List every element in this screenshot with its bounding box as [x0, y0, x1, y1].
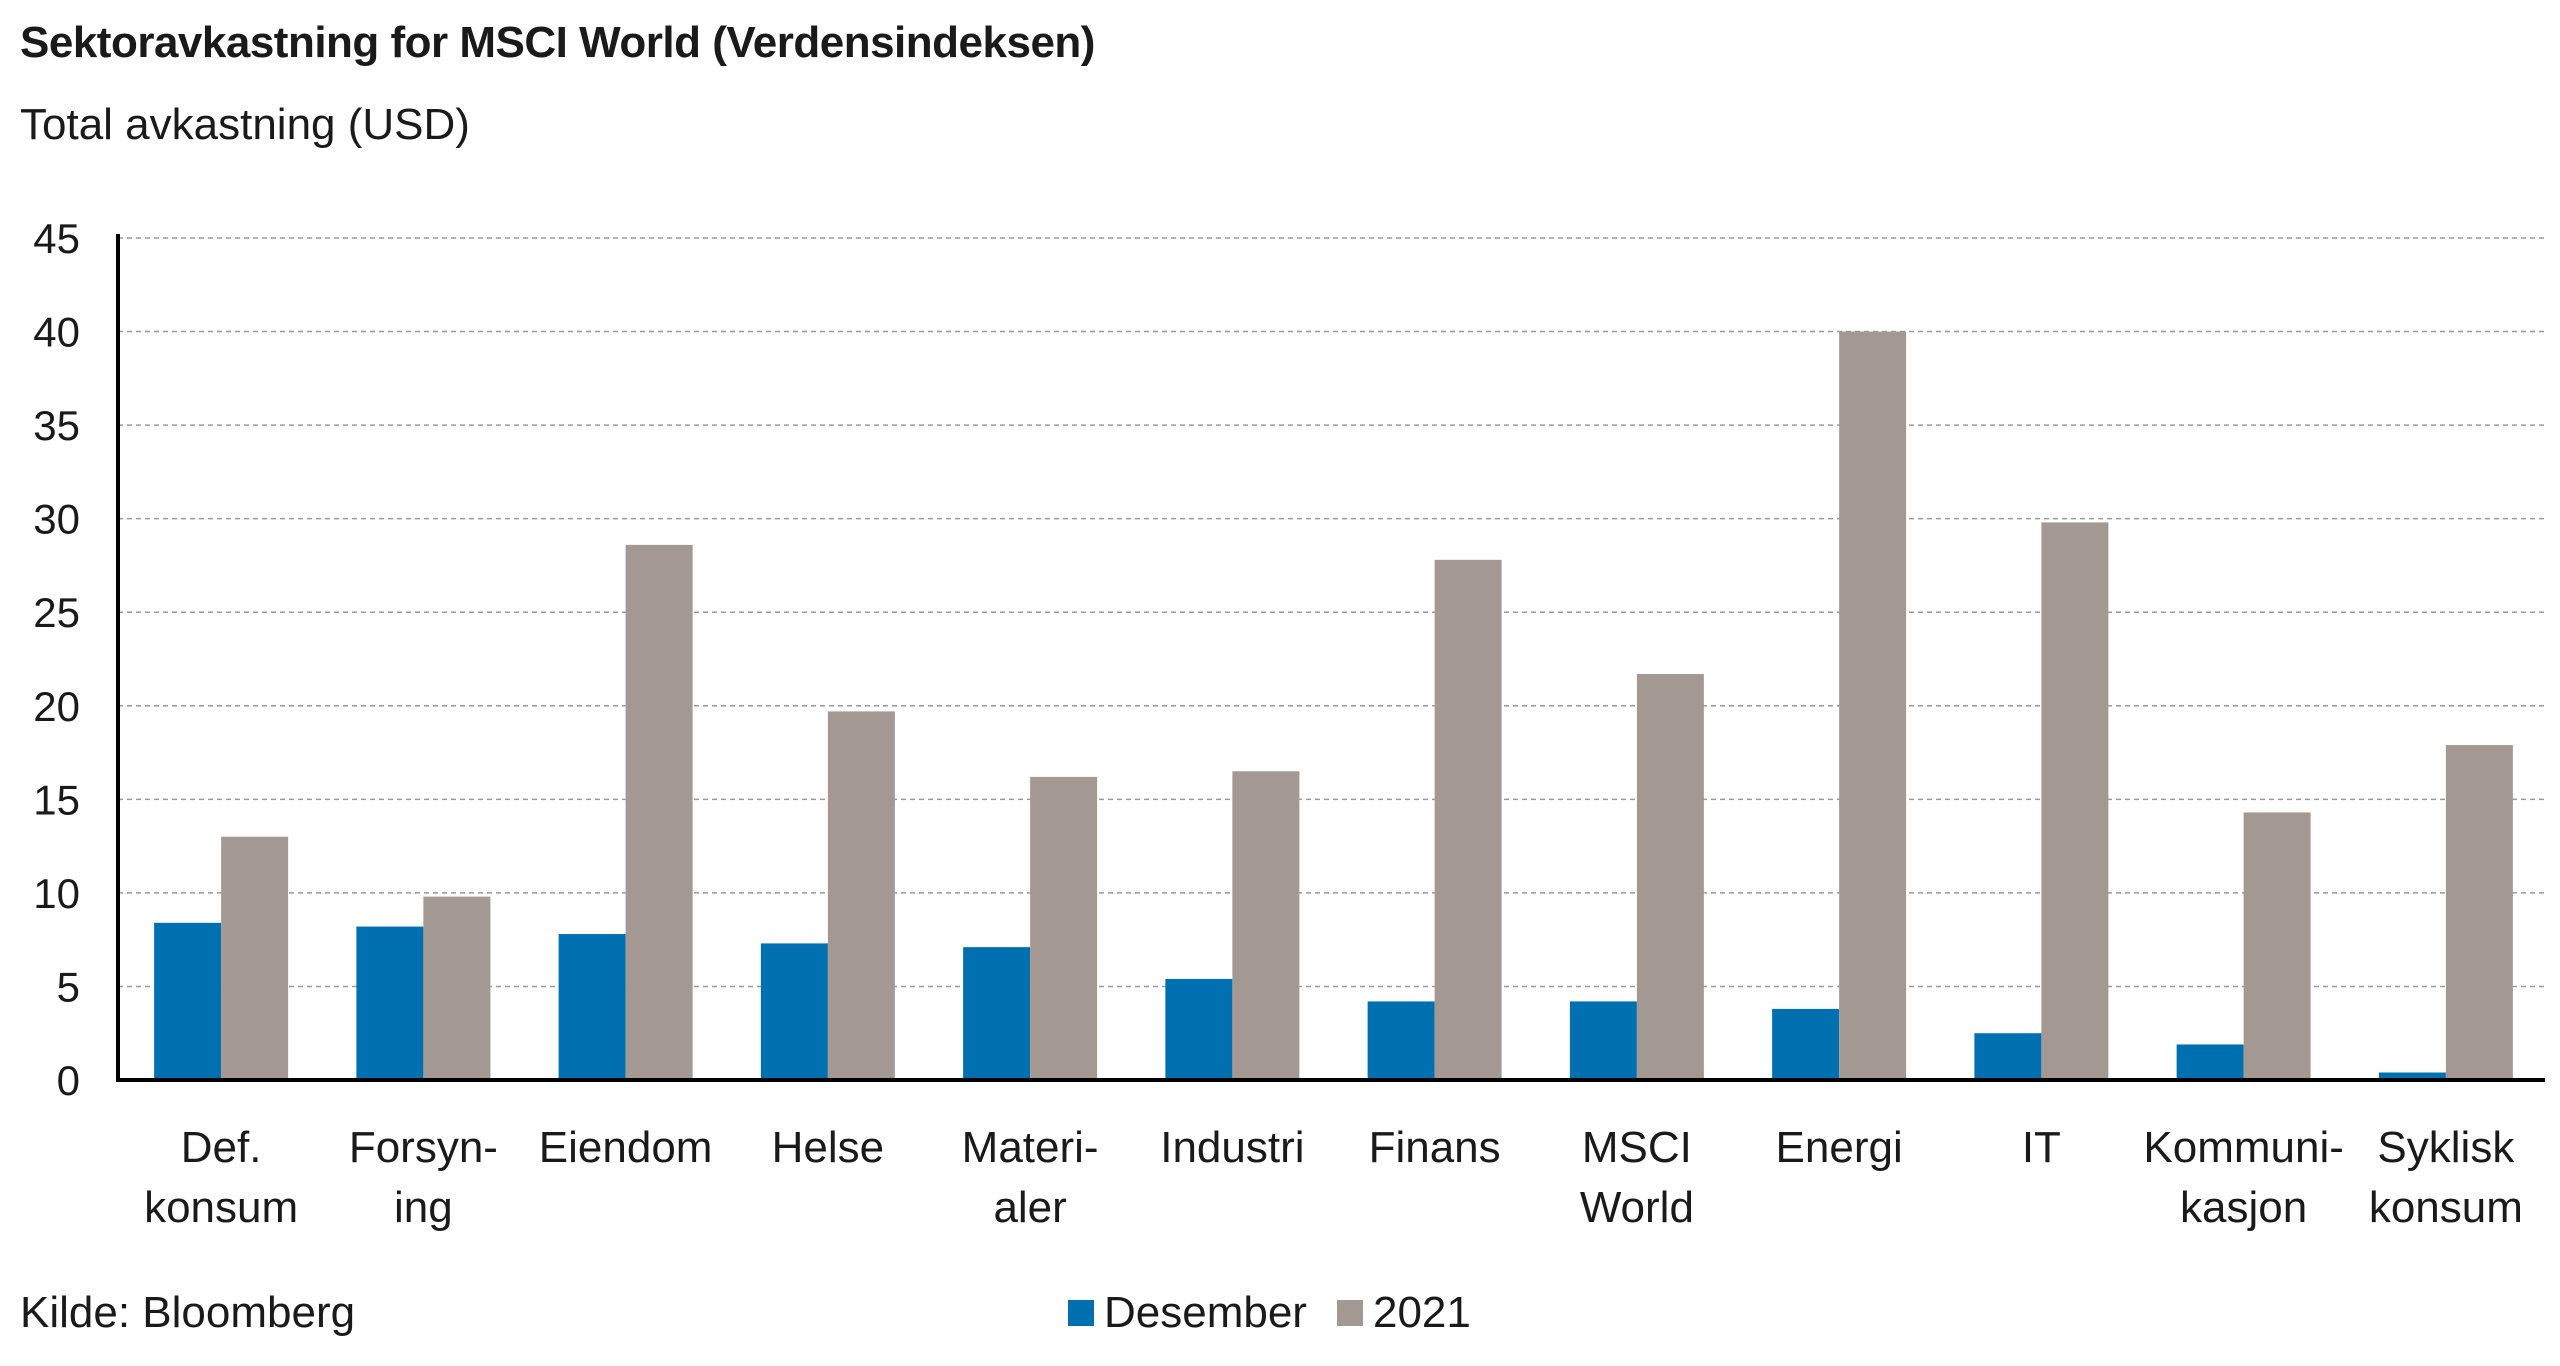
chart-title: Sektoravkastning for MSCI World (Verdens…	[20, 18, 1095, 67]
y-tick-label: 35	[33, 402, 80, 449]
bar-desember	[2378, 1072, 2446, 1080]
x-tick-label: IT	[2022, 1123, 2061, 1172]
y-tick-label: 15	[33, 776, 80, 823]
bar-2021	[625, 544, 693, 1080]
legend-swatch-2021	[1336, 1300, 1363, 1326]
x-tick-label: Helse	[772, 1123, 885, 1172]
bar-desember	[1974, 1033, 2042, 1080]
bar-2021	[1839, 331, 1907, 1080]
y-tick-label: 10	[33, 870, 80, 917]
bar-2021	[221, 836, 289, 1080]
x-tick-label: MSCI World	[1580, 1123, 1694, 1232]
x-tick-label: Def. konsum	[144, 1123, 298, 1232]
x-tick-label: Industri	[1160, 1123, 1304, 1172]
bar-2021	[1636, 673, 1704, 1080]
x-axis-labels: Def. konsum Forsyn-ing Eiendom Helse Materi-a…	[144, 1123, 2523, 1232]
x-tick-label: Syklisk konsum	[2369, 1123, 2523, 1232]
bar-2021	[1232, 771, 1300, 1080]
bar-desember	[963, 947, 1031, 1080]
source-note: Kilde: Bloomberg	[20, 1288, 356, 1337]
bar-desember	[356, 926, 424, 1080]
bar-desember	[760, 943, 828, 1080]
x-tick-label: Eiendom	[539, 1123, 713, 1172]
bar-desember	[558, 934, 626, 1080]
x-tick-label: Kommuni-kasjon	[2143, 1123, 2344, 1232]
x-tick-label: Energi	[1776, 1123, 1903, 1172]
bar-desember	[1367, 1001, 1435, 1080]
bar-2021	[1030, 776, 1098, 1080]
bar-desember	[1165, 978, 1233, 1080]
y-axis-ticks: 0 5 10 15 20 25 30 35 40 45	[33, 215, 80, 1104]
legend: Desember 2021	[1068, 1288, 1501, 1338]
x-tick-label: Materi-aler	[962, 1123, 1099, 1232]
bar-2021	[2243, 812, 2311, 1080]
bars	[154, 331, 2513, 1080]
y-tick-label: 20	[33, 683, 80, 730]
bar-2021	[827, 711, 895, 1080]
x-tick-label: Forsyn-ing	[349, 1123, 498, 1232]
y-tick-label: 0	[57, 1057, 80, 1104]
x-tick-label: Finans	[1369, 1123, 1501, 1172]
gridlines	[118, 237, 2545, 988]
bar-2021	[1434, 559, 1502, 1080]
bar-desember	[1772, 1008, 1840, 1080]
y-tick-label: 30	[33, 496, 80, 543]
legend-swatch-desember	[1068, 1300, 1094, 1326]
legend-item-desember: Desember	[1068, 1288, 1307, 1338]
legend-label-desember: Desember	[1104, 1288, 1307, 1337]
legend-label-2021: 2021	[1372, 1288, 1471, 1337]
y-tick-label: 25	[33, 589, 80, 636]
bar-desember	[2176, 1044, 2244, 1080]
bar-2021	[423, 896, 491, 1080]
chart-subtitle: Total avkastning (USD)	[20, 100, 470, 149]
bar-desember	[154, 922, 222, 1080]
axes	[116, 234, 2545, 1082]
legend-item-2021: 2021	[1336, 1288, 1471, 1338]
bar-desember	[1569, 1001, 1637, 1080]
y-tick-label: 45	[33, 215, 80, 262]
bar-2021	[2041, 522, 2109, 1080]
bar-2021	[2445, 745, 2513, 1080]
y-tick-label: 5	[57, 963, 80, 1010]
y-tick-label: 40	[33, 309, 80, 356]
